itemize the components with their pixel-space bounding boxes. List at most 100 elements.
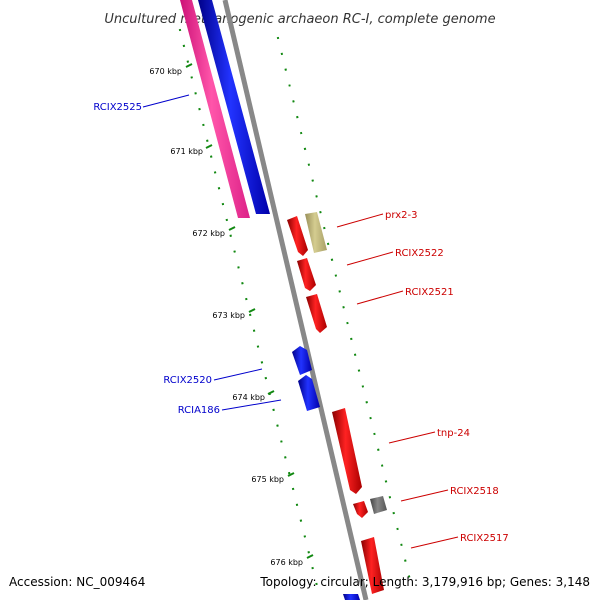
track-tick — [342, 306, 345, 309]
track-tick — [396, 527, 399, 531]
leader-line — [213, 368, 263, 381]
feature-rcix2517[interactable] — [361, 537, 384, 594]
track-tick — [256, 345, 260, 348]
track-tick — [307, 551, 310, 554]
track-tick — [182, 44, 186, 48]
track-tick — [276, 424, 279, 427]
genome-summary-text: Topology: circular; Length: 3,179,916 bp… — [259, 575, 590, 589]
gene-label-tnp-24[interactable]: tnp-24 — [437, 428, 470, 439]
track-tick — [229, 234, 232, 237]
leader-line — [336, 213, 384, 228]
tick-mark — [267, 390, 275, 395]
tick-label: 674 kbp — [232, 393, 265, 402]
track-tick — [272, 408, 275, 412]
leader-line — [388, 431, 436, 444]
track-tick — [209, 155, 213, 158]
track-tick — [217, 187, 221, 190]
track-tick — [365, 401, 368, 404]
track-tick — [260, 361, 264, 364]
tick-mark — [228, 226, 236, 231]
track-tick — [353, 353, 357, 356]
feature-rcix2521[interactable] — [306, 294, 327, 333]
gene-labels: RCIX2525 prx2-3 RCIX2522 RCIX2521 RCIX25… — [93, 94, 509, 549]
gene-label-rcix2517[interactable]: RCIX2517 — [460, 533, 509, 544]
track-tick — [206, 139, 209, 142]
track-tick — [284, 456, 287, 459]
scale-ticks: 670 kbp 671 kbp 672 kbp 673 kbp 674 kbp … — [149, 63, 314, 567]
gene-label-rcix2520[interactable]: RCIX2520 — [163, 375, 212, 386]
track-tick — [213, 171, 217, 174]
track-tick — [299, 519, 303, 522]
feature-rcix2518[interactable] — [353, 501, 368, 518]
feature-rcix2522[interactable] — [297, 258, 316, 291]
track-tick — [245, 297, 248, 301]
tick-mark — [205, 144, 213, 149]
accession-text: Accession: NC_009464 — [9, 575, 145, 589]
track-tick — [296, 115, 299, 119]
map-title: Uncultured methanogenic archaeon RC-I, c… — [104, 12, 495, 27]
track-tick — [291, 487, 295, 491]
outer-tick-track — [276, 36, 411, 578]
leader-line — [346, 251, 394, 266]
track-tick — [377, 448, 380, 451]
tick-mark — [248, 308, 256, 313]
track-tick — [404, 559, 407, 562]
track-tick — [233, 250, 236, 253]
track-tick — [284, 68, 287, 71]
gene-label-rcix2522[interactable]: RCIX2522 — [395, 248, 444, 259]
track-tick — [186, 60, 190, 63]
feature-prx2-3[interactable] — [287, 216, 308, 256]
track-tick — [311, 179, 314, 182]
track-tick — [330, 258, 334, 261]
track-tick — [303, 147, 307, 151]
feature-tnp-24[interactable] — [332, 408, 362, 494]
track-tick — [303, 535, 307, 538]
track-tick — [241, 282, 244, 285]
tick-label: 676 kbp — [270, 558, 303, 567]
feature-rcix2525[interactable] — [198, 0, 270, 214]
track-tick — [280, 52, 284, 56]
feature-prx2-3-misc[interactable] — [305, 212, 327, 253]
gene-label-rcix2525[interactable]: RCIX2525 — [93, 102, 142, 113]
tick-mark — [185, 63, 193, 68]
gene-label-rcix2521[interactable]: RCIX2521 — [405, 287, 454, 298]
track-tick — [190, 76, 193, 79]
leader-line — [410, 536, 459, 549]
gene-label-prx2-3[interactable]: prx2-3 — [385, 210, 417, 221]
tick-label: 675 kbp — [251, 475, 284, 484]
tick-label: 670 kbp — [149, 67, 182, 76]
gene-label-rcix2518[interactable]: RCIX2518 — [450, 486, 499, 497]
genome-backbone — [222, 0, 369, 600]
feature-rcia186[interactable] — [298, 375, 320, 411]
track-tick — [225, 218, 229, 222]
track-tick — [287, 471, 291, 475]
track-tick — [346, 321, 349, 325]
track-tick — [361, 385, 365, 388]
track-tick — [315, 582, 318, 586]
leader-line — [356, 290, 404, 305]
feature-bottom-reverse[interactable] — [343, 594, 360, 600]
track-tick — [323, 226, 326, 230]
leader-line — [400, 489, 449, 502]
leader-line — [142, 94, 190, 108]
tick-label: 671 kbp — [170, 147, 203, 156]
track-tick — [407, 575, 411, 578]
track-tick — [202, 123, 205, 127]
feature-rcix2518-other[interactable] — [370, 496, 387, 514]
track-tick — [299, 131, 303, 135]
track-tick — [326, 242, 330, 246]
tick-mark — [306, 554, 314, 559]
track-tick — [388, 496, 392, 499]
track-tick — [198, 107, 201, 111]
track-tick — [357, 369, 361, 372]
tick-label: 672 kbp — [192, 229, 225, 238]
track-tick — [248, 313, 252, 317]
track-tick — [315, 195, 318, 198]
gene-label-rcia186[interactable]: RCIA186 — [178, 405, 220, 416]
track-tick — [384, 480, 388, 483]
track-tick — [373, 432, 376, 436]
feature-rcix2525-rrna[interactable] — [180, 0, 250, 218]
track-tick — [292, 100, 295, 103]
feature-rcix2520[interactable] — [292, 346, 312, 375]
